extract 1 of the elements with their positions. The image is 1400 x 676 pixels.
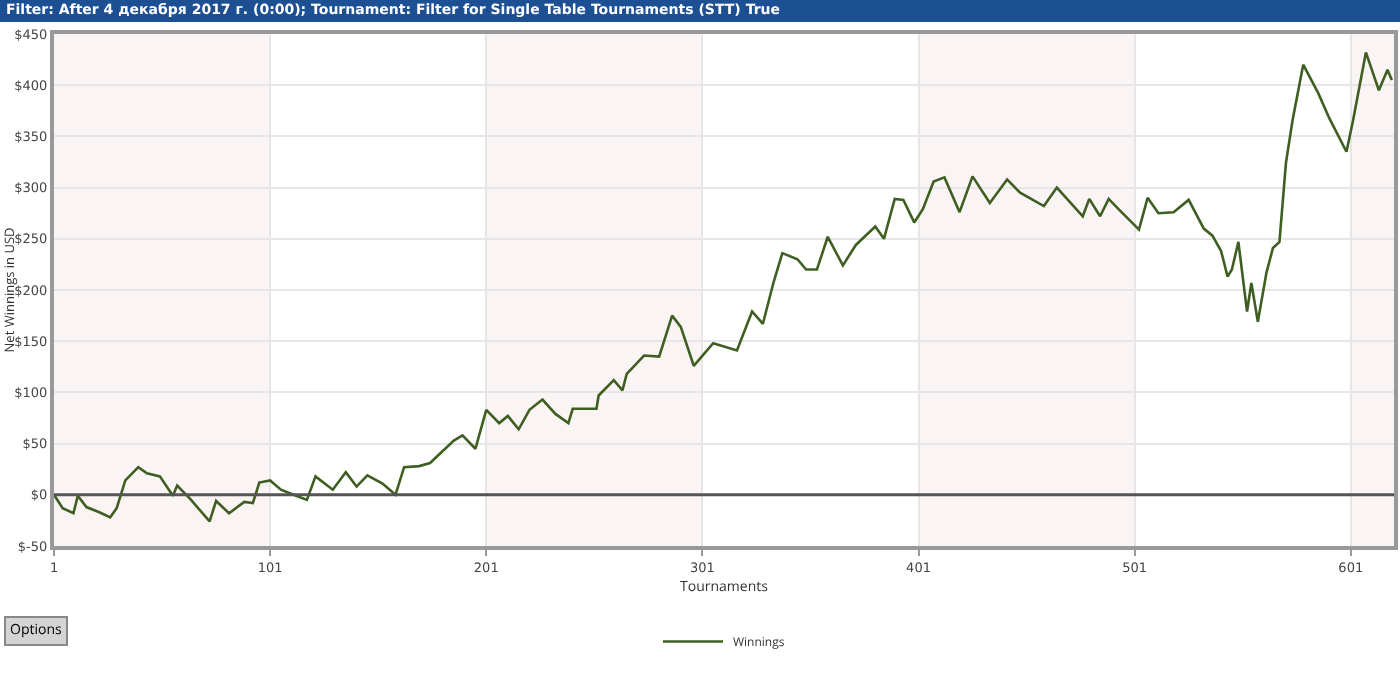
line-series: [54, 51, 1394, 523]
